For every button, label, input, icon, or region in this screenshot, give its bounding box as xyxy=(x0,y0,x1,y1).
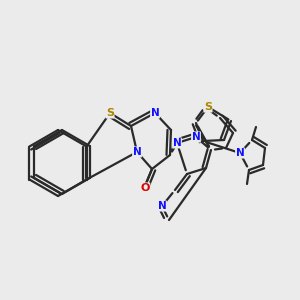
Text: S: S xyxy=(106,108,114,118)
Text: N: N xyxy=(151,108,159,118)
Text: N: N xyxy=(172,138,182,148)
Text: N: N xyxy=(133,147,141,157)
Text: O: O xyxy=(140,183,150,193)
Text: N: N xyxy=(236,148,244,158)
Text: S: S xyxy=(204,102,212,112)
Text: N: N xyxy=(192,132,200,142)
Text: N: N xyxy=(158,201,166,211)
